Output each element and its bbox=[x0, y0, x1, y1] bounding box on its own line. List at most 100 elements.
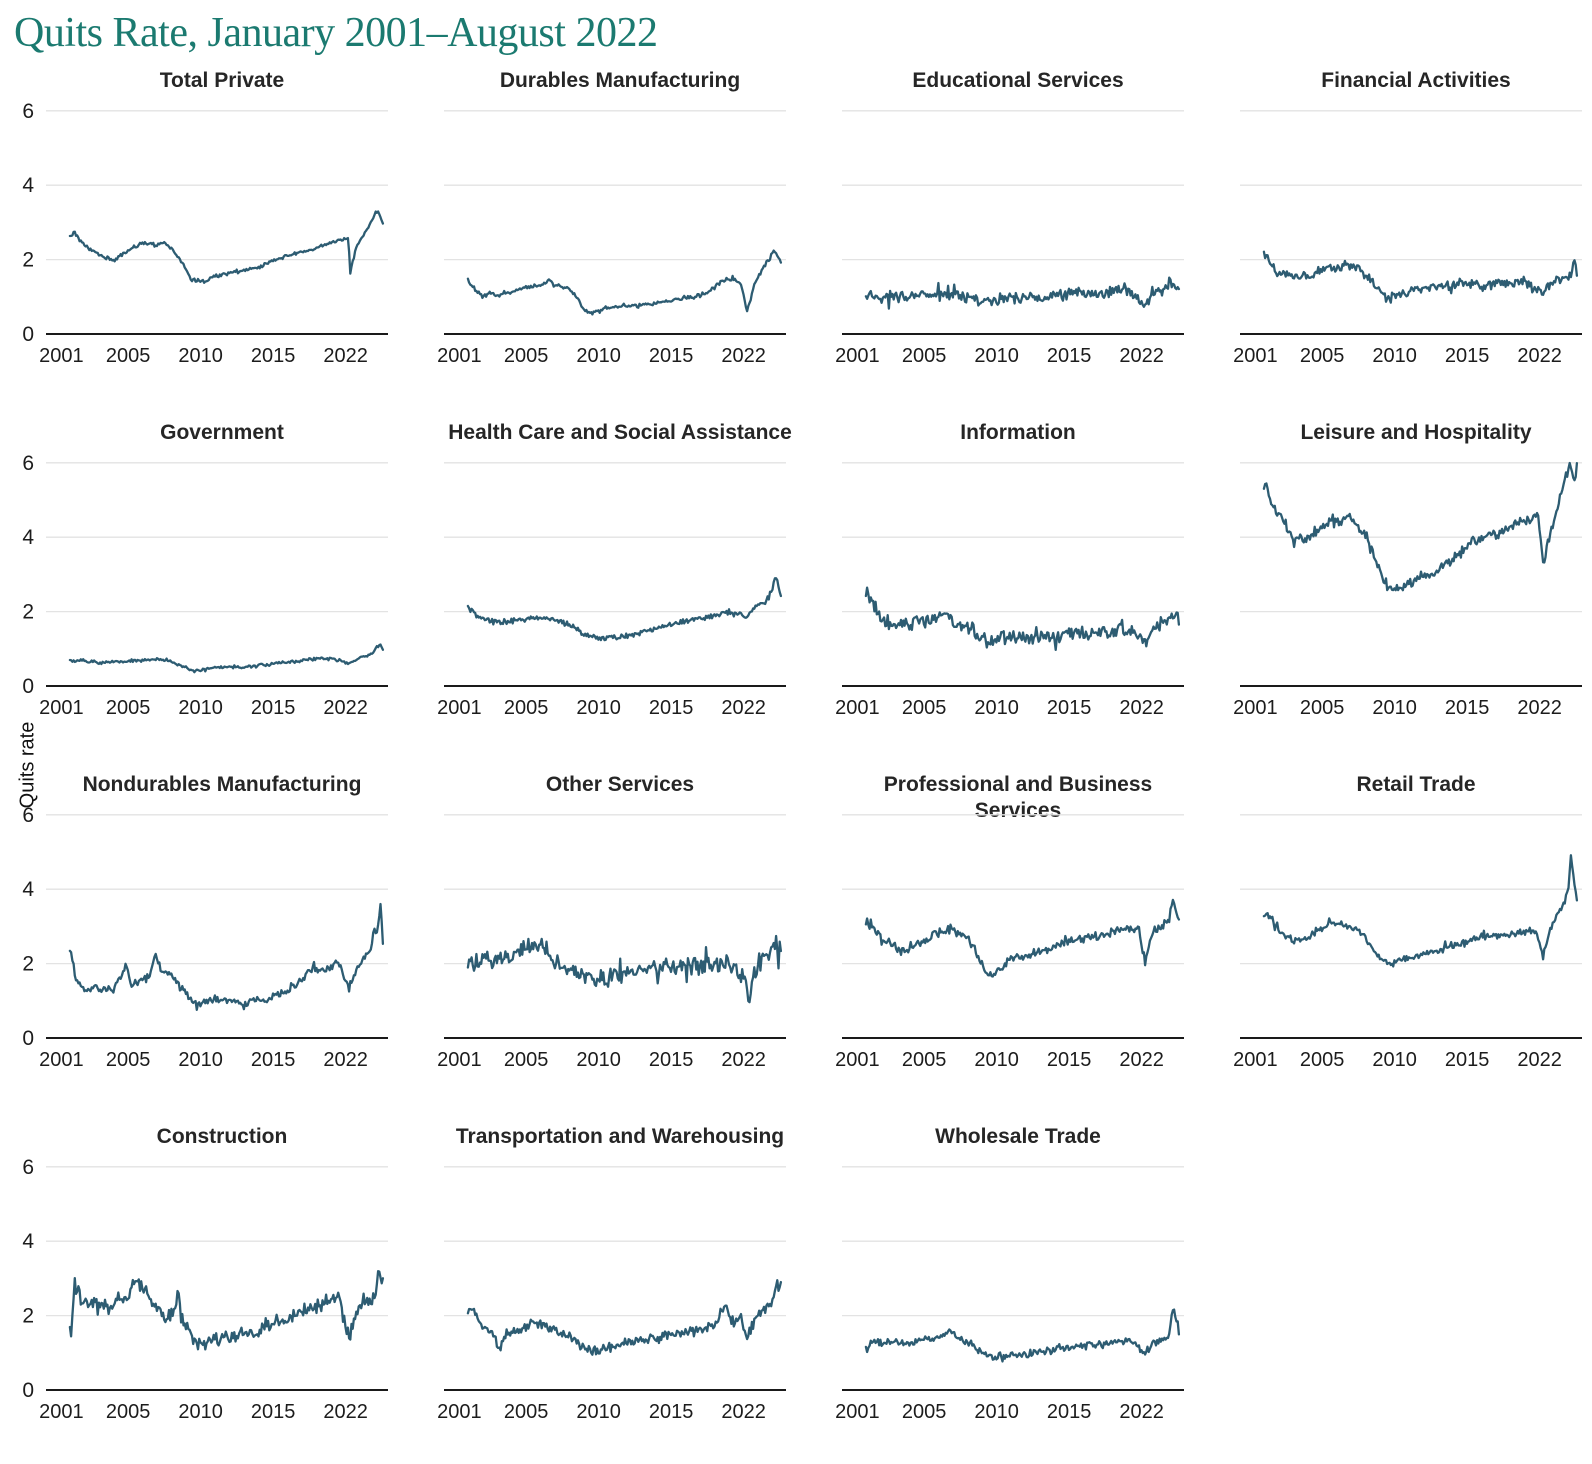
x-tick-label: 2001 bbox=[835, 345, 880, 367]
x-tick-label: 2001 bbox=[39, 697, 84, 719]
x-tick-label: 2001 bbox=[1233, 1049, 1278, 1071]
small-multiples-grid: Total Private 0 2 4 6 2001 2005 2010 2015 2022 Dur… bbox=[0, 68, 1592, 1424]
y-tick-label: 2 bbox=[22, 601, 34, 624]
x-tick-label: 2022 bbox=[1119, 1049, 1164, 1071]
y-tick-label: 4 bbox=[22, 878, 34, 901]
chart-10: 2001 2005 2010 2015 2022 bbox=[437, 814, 786, 1071]
x-tick-label: 2001 bbox=[437, 1049, 482, 1071]
page-title: Quits Rate, January 2001–August 2022 bbox=[14, 10, 658, 56]
quits-rate-line bbox=[466, 249, 783, 316]
y-tick-label: 2 bbox=[22, 249, 34, 272]
x-tick-label: 2015 bbox=[1445, 1049, 1490, 1071]
y-tick-label: 4 bbox=[22, 526, 34, 549]
x-tick-label: 2015 bbox=[1047, 697, 1092, 719]
chart-3: 2001 2005 2010 2015 2022 bbox=[835, 110, 1184, 367]
x-tick-label: 2010 bbox=[974, 345, 1019, 367]
x-tick-label: 2001 bbox=[835, 1401, 880, 1423]
x-tick-label: 2005 bbox=[106, 1049, 151, 1071]
x-tick-label: 2010 bbox=[576, 697, 621, 719]
panel-title: Wholesale Trade bbox=[935, 1125, 1101, 1149]
panel-leisure-and-hospitality: Leisure and Hospitality 2001 2005 2010 2015 2… bbox=[1194, 420, 1592, 720]
panel-construction: Construction 0 2 4 6 2001 2005 2010 2015 2022 bbox=[0, 1124, 398, 1424]
x-tick-label: 2005 bbox=[902, 345, 947, 367]
x-tick-label: 2015 bbox=[649, 697, 694, 719]
x-tick-label: 2022 bbox=[323, 1049, 368, 1071]
x-tick-label: 2005 bbox=[902, 697, 947, 719]
panel-other-services: Other Services 2001 2005 2010 2015 2022 bbox=[398, 772, 796, 1072]
x-tick-label: 2001 bbox=[437, 1401, 482, 1423]
chart-9: 0 2 4 6 2001 2005 2010 2015 2022 bbox=[22, 804, 388, 1071]
panel-professional-and-business-services: Professional and Business Services 2001 20… bbox=[796, 772, 1194, 1072]
x-tick-label: 2001 bbox=[437, 697, 482, 719]
y-tick-label: 4 bbox=[22, 174, 34, 197]
x-tick-label: 2005 bbox=[1300, 345, 1345, 367]
x-tick-label: 2015 bbox=[1047, 1401, 1092, 1423]
x-tick-label: 2015 bbox=[649, 1401, 694, 1423]
x-tick-label: 2010 bbox=[576, 1401, 621, 1423]
panel-information: Information 2001 2005 2010 2015 2022 bbox=[796, 420, 1194, 720]
quits-rate-line bbox=[1262, 250, 1579, 304]
quits-rate-line bbox=[68, 210, 385, 285]
x-tick-label: 2015 bbox=[1445, 345, 1490, 367]
y-tick-label: 6 bbox=[22, 100, 34, 123]
chart-8: 2001 2005 2010 2015 2022 bbox=[1233, 462, 1582, 719]
panel-government: Government 0 2 4 6 2001 2005 2010 2015 2022 bbox=[0, 420, 398, 720]
chart-2: 2001 2005 2010 2015 2022 bbox=[437, 110, 786, 367]
x-tick-label: 2015 bbox=[649, 1049, 694, 1071]
x-tick-label: 2015 bbox=[1047, 1049, 1092, 1071]
x-tick-label: 2022 bbox=[1119, 1401, 1164, 1423]
panel-title: Educational Services bbox=[912, 69, 1124, 93]
chart-1: 0 2 4 6 2001 2005 2010 2015 2022 bbox=[22, 100, 388, 367]
x-tick-label: 2010 bbox=[1372, 1049, 1417, 1071]
quits-rate-line bbox=[68, 1270, 385, 1351]
x-tick-label: 2022 bbox=[721, 697, 766, 719]
x-tick-label: 2010 bbox=[178, 345, 223, 367]
panel-wholesale-trade: Wholesale Trade 2001 2005 2010 2015 2022 bbox=[796, 1124, 1194, 1424]
panel-title: Health Care and Social Assistance bbox=[448, 421, 792, 445]
quits-rate-line bbox=[68, 643, 385, 674]
y-tick-label: 0 bbox=[22, 675, 34, 698]
x-tick-label: 2001 bbox=[1233, 345, 1278, 367]
x-tick-label: 2005 bbox=[902, 1049, 947, 1071]
x-tick-label: 2005 bbox=[504, 1401, 548, 1423]
quits-rate-dashboard: { "title": "Quits Rate, January 2001–Aug… bbox=[0, 10, 1592, 1464]
chart-6: 2001 2005 2010 2015 2022 bbox=[437, 462, 786, 719]
x-tick-label: 2001 bbox=[39, 345, 84, 367]
x-tick-label: 2010 bbox=[1372, 697, 1417, 719]
chart-5: 0 2 4 6 2001 2005 2010 2015 2022 bbox=[22, 452, 388, 719]
y-tick-label: 0 bbox=[22, 1027, 34, 1050]
y-tick-label: 2 bbox=[22, 1305, 34, 1328]
panel-title: Other Services bbox=[545, 773, 695, 797]
panel-title: Information bbox=[960, 421, 1076, 445]
x-tick-label: 2022 bbox=[721, 345, 766, 367]
x-tick-label: 2005 bbox=[106, 1401, 151, 1423]
quits-rate-line bbox=[864, 276, 1181, 310]
panel-title: Durables Manufacturing bbox=[499, 69, 741, 93]
chart-13: 0 2 4 6 2001 2005 2010 2015 2022 bbox=[22, 1156, 388, 1423]
quits-rate-line bbox=[864, 898, 1181, 978]
quits-rate-line bbox=[864, 586, 1181, 652]
panel-health-care-and-social-assistance: Health Care and Social Assistance 2001 200… bbox=[398, 420, 796, 720]
panel-financial-activities: Financial Activities 2001 2005 2010 2015 2022 bbox=[1194, 68, 1592, 368]
y-tick-label: 4 bbox=[22, 1230, 34, 1253]
x-tick-label: 2010 bbox=[974, 1049, 1019, 1071]
x-tick-label: 2005 bbox=[504, 1049, 548, 1071]
quits-rate-line bbox=[68, 903, 385, 1012]
x-tick-label: 2010 bbox=[576, 1049, 621, 1071]
x-tick-label: 2022 bbox=[1517, 1049, 1562, 1071]
x-tick-label: 2005 bbox=[504, 697, 548, 719]
x-tick-label: 2001 bbox=[437, 345, 482, 367]
x-tick-label: 2022 bbox=[323, 1401, 368, 1423]
panel-title: Leisure and Hospitality bbox=[1300, 421, 1532, 445]
panel-title: Professional and Business Services bbox=[883, 773, 1153, 823]
x-tick-label: 2022 bbox=[1517, 345, 1562, 367]
quits-rate-line bbox=[466, 577, 783, 642]
panel-total-private: Total Private 0 2 4 6 2001 2005 2010 2015 2022 bbox=[0, 68, 398, 368]
chart-15: 2001 2005 2010 2015 2022 bbox=[835, 1166, 1184, 1423]
x-tick-label: 2005 bbox=[1300, 697, 1345, 719]
x-tick-label: 2015 bbox=[251, 345, 296, 367]
y-tick-label: 0 bbox=[22, 1379, 34, 1402]
quits-rate-line bbox=[864, 1308, 1181, 1363]
x-tick-label: 2015 bbox=[649, 345, 694, 367]
x-tick-label: 2015 bbox=[1445, 697, 1490, 719]
